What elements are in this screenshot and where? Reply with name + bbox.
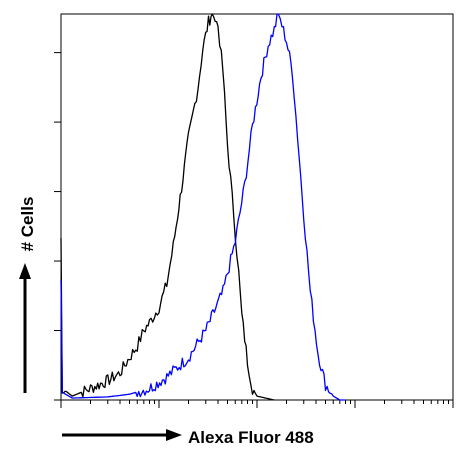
axis-ticks bbox=[54, 52, 454, 408]
plot-frame bbox=[60, 13, 454, 401]
stained-histogram-line bbox=[60, 13, 346, 401]
plot-border bbox=[60, 13, 454, 401]
y-axis-arrow-head bbox=[19, 263, 31, 279]
x-axis-arrow-head bbox=[166, 429, 182, 441]
y-axis-label: # Cells bbox=[18, 197, 37, 252]
histogram-series bbox=[60, 13, 346, 401]
x-axis-label: Alexa Fluor 488 bbox=[188, 428, 314, 447]
control-histogram-line bbox=[60, 13, 275, 401]
